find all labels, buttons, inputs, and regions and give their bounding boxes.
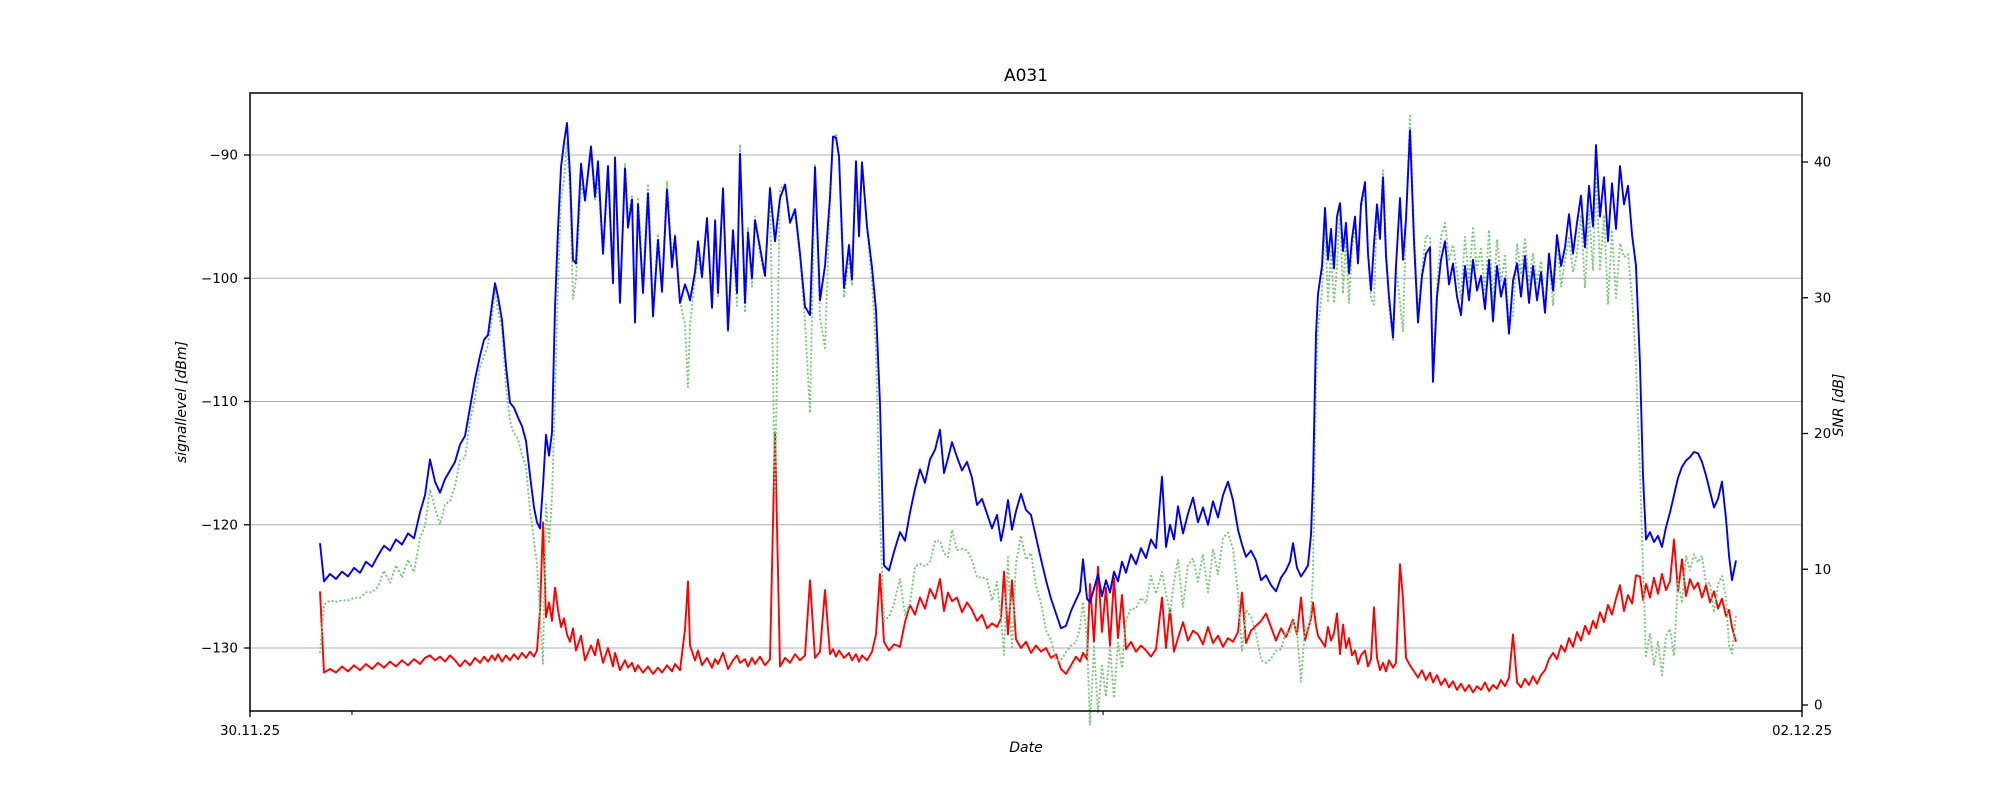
x-axis-label: Date	[1009, 740, 1042, 756]
grid-layer	[250, 154, 1802, 649]
right-tick-label: 40	[1814, 155, 1831, 171]
left-tick-label: −120	[201, 517, 238, 533]
chart-title: A031	[1004, 66, 1048, 86]
left-tick-label: −130	[201, 641, 238, 657]
right-tick-label: 20	[1814, 426, 1831, 442]
left-axis-label: signallevel [dBm]	[174, 341, 190, 463]
right-tick-label: 30	[1814, 290, 1831, 306]
left-tick-label: −110	[201, 394, 238, 410]
right-axis-label: SNR [dB]	[1831, 374, 1847, 437]
x-tick-label-end: 02.12.25	[1772, 723, 1832, 739]
tick-marks-layer	[244, 154, 1808, 717]
right-tick-label: 0	[1814, 698, 1823, 714]
snr-dotted-line	[318, 115, 1738, 726]
noise-line	[319, 431, 1737, 694]
signal-line	[319, 122, 1737, 630]
left-tick-label: −90	[210, 148, 239, 164]
left-tick-label: −100	[201, 271, 238, 287]
right-tick-label: 10	[1814, 562, 1831, 578]
x-tick-label-start: 30.11.25	[220, 723, 280, 739]
series-layer	[318, 115, 1738, 726]
